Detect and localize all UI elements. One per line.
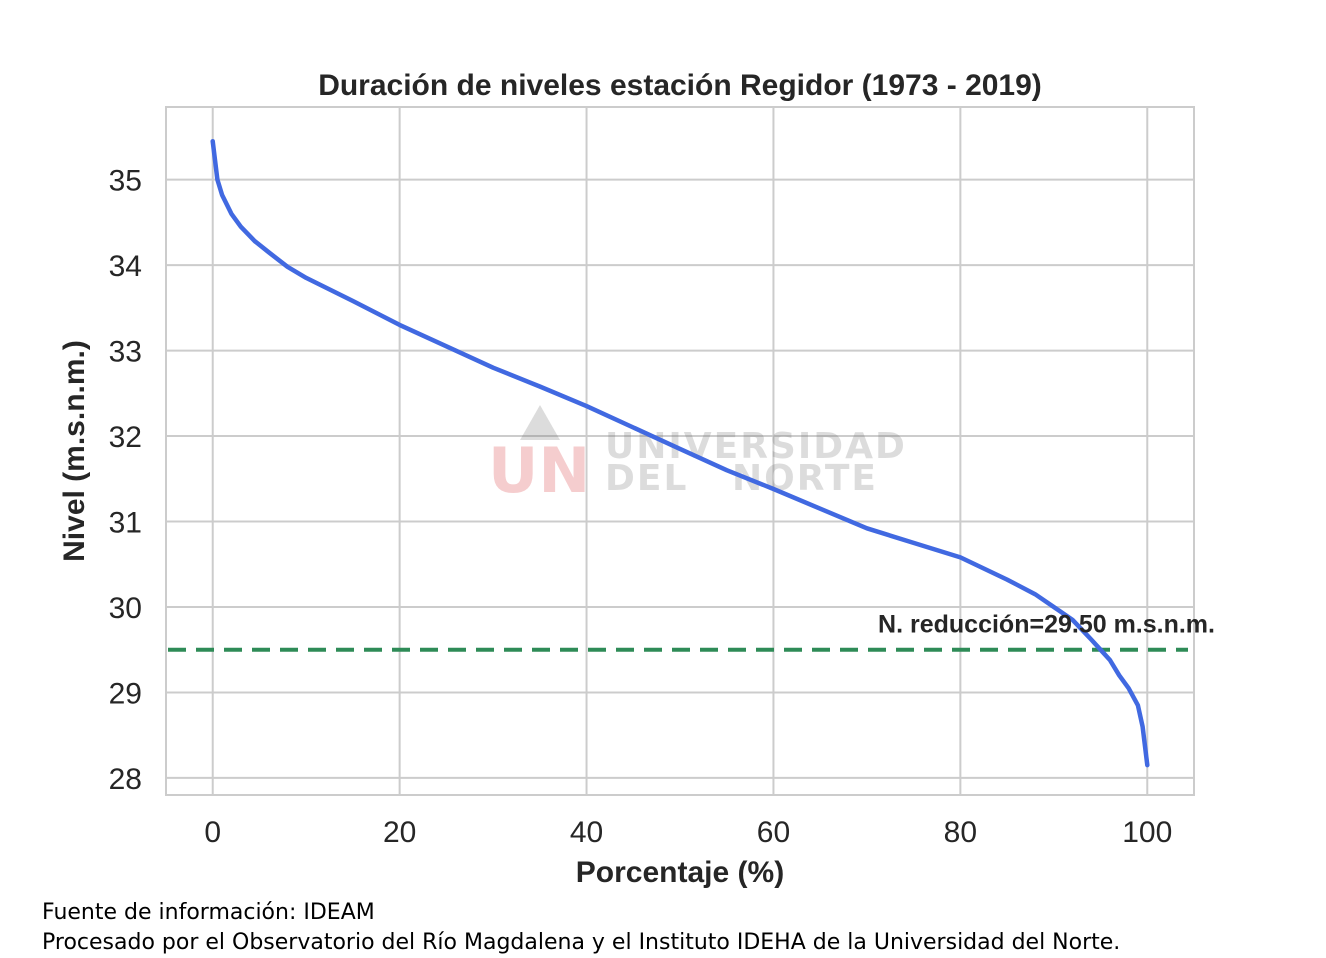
y-tick-label: 31	[109, 507, 142, 540]
reference-line-label: N. reducción=29.50 m.s.n.m.	[878, 611, 1215, 639]
watermark-line1: UNIVERSIDAD	[605, 426, 907, 467]
footer-source: Fuente de información: IDEAM	[42, 900, 375, 925]
y-tick-label: 30	[109, 592, 142, 625]
duration-curve-line	[210, 138, 1150, 768]
watermark-line2: DEL NORTE	[605, 458, 878, 499]
y-tick-label: 29	[109, 677, 142, 710]
watermark: UN UNIVERSIDAD DEL NORTE	[488, 405, 907, 507]
y-tick-label: 33	[109, 336, 142, 369]
footer-processed: Procesado por el Observatorio del Río Ma…	[42, 930, 1121, 955]
chart-title: Duración de niveles estación Regidor (19…	[318, 69, 1042, 102]
x-tick-label: 80	[944, 816, 977, 849]
watermark-peak	[520, 405, 560, 440]
plot-area: UN UNIVERSIDAD DEL NORTE N. reducción=29…	[165, 106, 1215, 796]
x-tick-label: 60	[757, 816, 790, 849]
x-axis-ticks: 0 20 40 60 80 100	[204, 816, 1172, 849]
y-tick-label: 28	[109, 763, 142, 796]
grid-lines	[166, 107, 1194, 795]
y-axis-label: Nivel (m.s.n.m.)	[58, 340, 91, 562]
y-tick-label: 34	[109, 250, 142, 283]
watermark-logo: UN	[488, 434, 590, 507]
chart: Duración de niveles estación Regidor (19…	[58, 69, 1215, 889]
y-tick-label: 32	[109, 421, 142, 454]
y-axis-ticks: 28 29 30 31 32 33 34 35	[109, 165, 142, 796]
y-tick-label: 35	[109, 165, 142, 198]
x-tick-label: 0	[204, 816, 221, 849]
x-tick-label: 40	[570, 816, 603, 849]
x-axis-label: Porcentaje (%)	[576, 856, 784, 889]
x-tick-label: 100	[1122, 816, 1172, 849]
x-tick-label: 20	[383, 816, 416, 849]
